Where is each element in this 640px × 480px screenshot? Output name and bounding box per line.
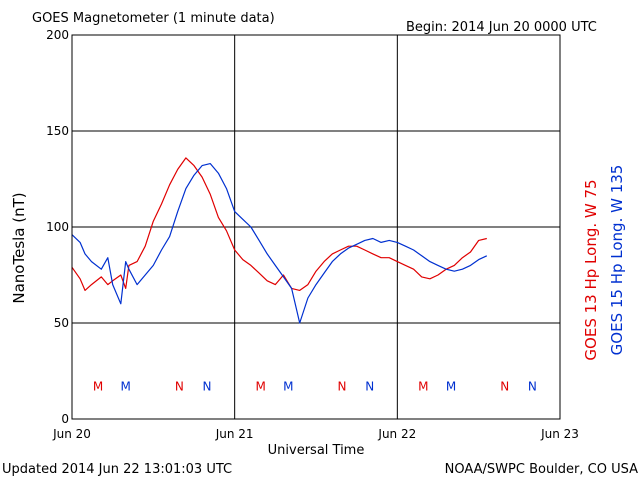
series-layer — [71, 157, 488, 324]
noon-midnight-marker: N — [203, 379, 212, 393]
tick-labels: Jun 20 Jun 21 Jun 22 Jun 23 0 50 100 150 200 — [46, 28, 579, 441]
noon-midnight-marker: N — [338, 379, 347, 393]
chart-title: GOES Magnetometer (1 minute data) — [32, 11, 275, 26]
y-tick-label: 150 — [46, 124, 69, 138]
grid — [72, 35, 560, 419]
noon-midnight-marker: N — [528, 379, 537, 393]
credit-label: NOAA/SWPC Boulder, CO USA — [445, 462, 638, 477]
noon-midnight-marker: M — [418, 379, 428, 393]
legend-goes15: GOES 15 Hp Long. W 135 — [608, 165, 626, 356]
noon-midnight-marker: N — [365, 379, 374, 393]
noon-midnight-marker: M — [121, 379, 131, 393]
noon-midnight-marker: M — [446, 379, 456, 393]
y-tick-label: 0 — [61, 412, 69, 426]
noon-midnight-marker: N — [500, 379, 509, 393]
series-line-goes15 — [71, 163, 488, 324]
y-tick-label: 100 — [46, 220, 69, 234]
noon-midnight-marker: M — [93, 379, 103, 393]
begin-label: Begin: 2014 Jun 20 0000 UTC — [406, 20, 597, 35]
updated-timestamp: Updated 2014 Jun 22 13:01:03 UTC — [2, 462, 232, 477]
plot-frame — [71, 34, 561, 420]
noon-midnight-marker: M — [256, 379, 266, 393]
x-tick-label: Jun 23 — [540, 427, 579, 441]
noon-midnight-marker: M — [283, 379, 293, 393]
x-tick-label: Jun 20 — [52, 427, 91, 441]
legend-goes13: GOES 13 Hp Long. W 75 — [582, 179, 600, 360]
x-tick-label: Jun 21 — [215, 427, 254, 441]
noon-midnight-marker: N — [175, 379, 184, 393]
x-tick-label: Jun 22 — [377, 427, 416, 441]
x-axis-label: Universal Time — [268, 443, 365, 458]
y-tick-label: 50 — [54, 316, 69, 330]
y-tick-label: 200 — [46, 28, 69, 42]
y-axis-label: NanoTesla (nT) — [10, 192, 28, 303]
